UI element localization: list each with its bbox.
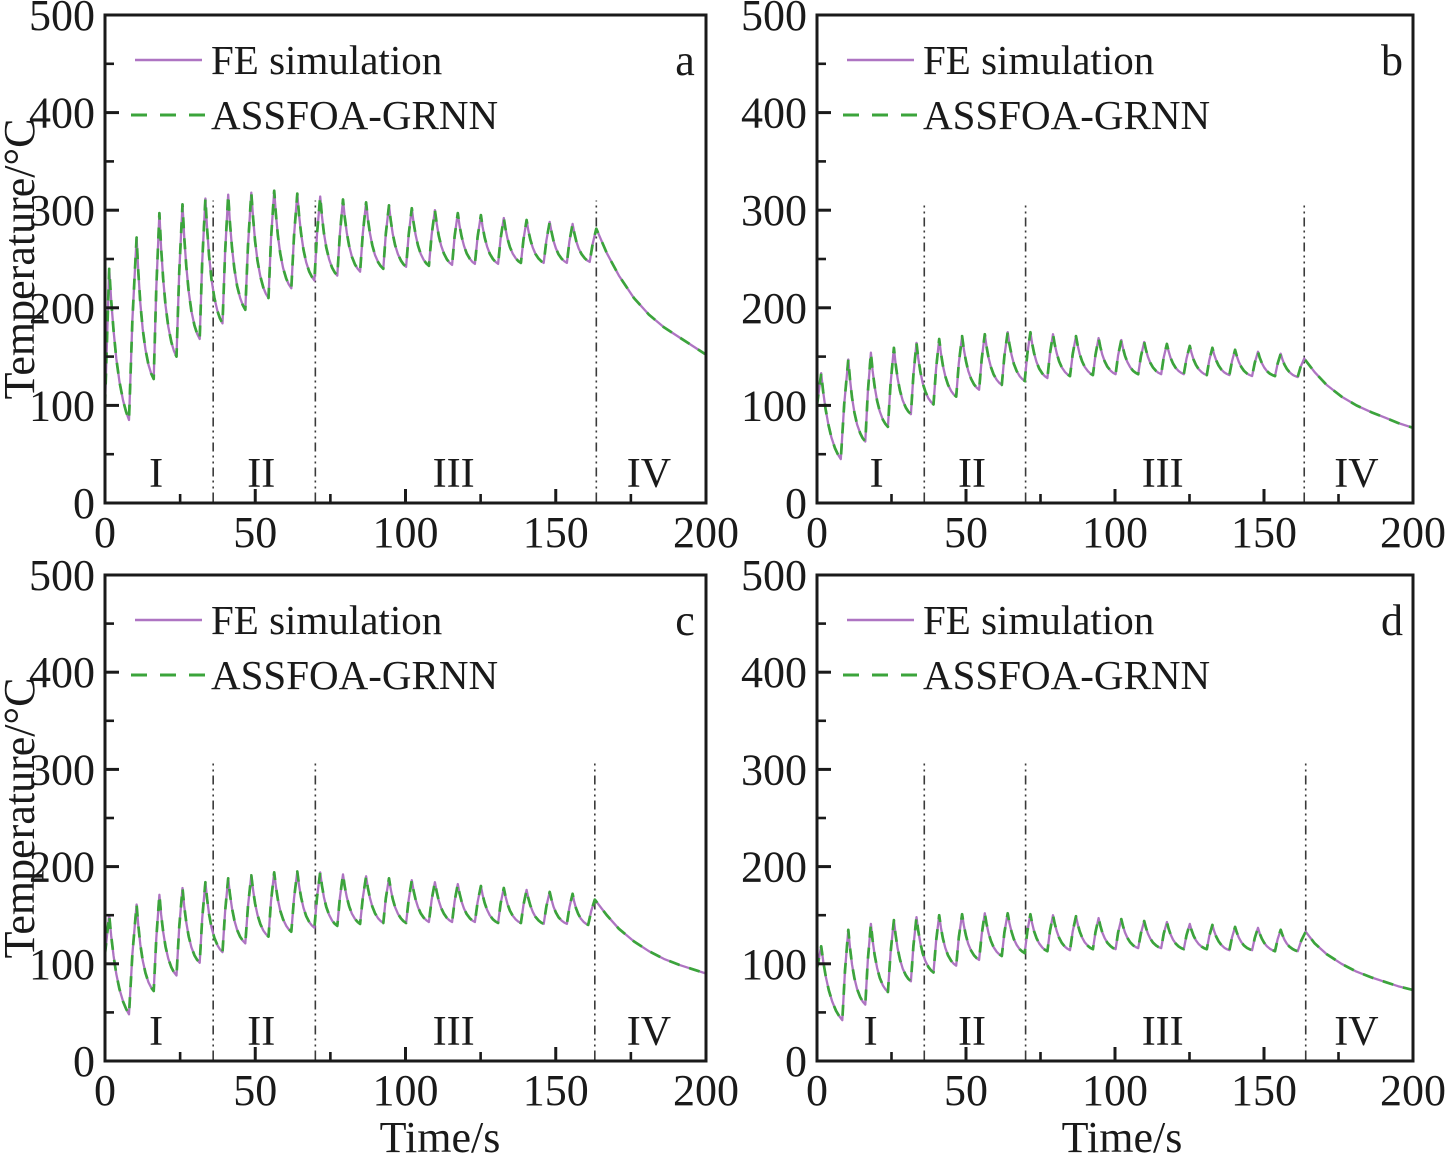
x-tick-label: 100 <box>373 508 439 557</box>
x-tick-label: 0 <box>806 508 828 557</box>
region-label: I <box>149 451 163 497</box>
y-tick-label: 200 <box>29 843 95 892</box>
legend: FE simulation ASSFOA-GRNN <box>131 37 498 138</box>
y-tick-label: 200 <box>29 284 95 333</box>
x-axis-title: Time/s <box>1062 1113 1183 1157</box>
y-tick-label: 200 <box>741 843 807 892</box>
x-tick-label: 0 <box>806 1066 828 1115</box>
x-tick-label: 50 <box>944 508 988 557</box>
region-label: III <box>1142 451 1184 497</box>
y-tick-label: 200 <box>741 284 807 333</box>
y-tick-label: 300 <box>29 745 95 794</box>
region-label: IV <box>1334 451 1378 497</box>
x-tick-label: 100 <box>1082 508 1148 557</box>
y-tick-label: 400 <box>741 89 807 138</box>
region-label: I <box>149 1009 163 1055</box>
legend-label-fe-simulation: FE simulation <box>211 597 442 643</box>
axes-frame <box>815 573 1415 1063</box>
y-tick-label: 400 <box>741 648 807 697</box>
y-tick-label: 500 <box>29 551 95 600</box>
assfoa-grnn-curve <box>815 330 1414 461</box>
legend-label-assfoa-grnn: ASSFOA-GRNN <box>923 92 1210 138</box>
x-tick-label: 0 <box>94 508 116 557</box>
y-tick-label: 300 <box>741 186 807 235</box>
y-tick-label: 500 <box>741 551 807 600</box>
x-tick-label: 200 <box>1380 1066 1446 1115</box>
subplot-letter: c <box>675 596 695 645</box>
y-tick-label: 500 <box>29 0 95 40</box>
region-label: II <box>958 1009 986 1055</box>
region-label: II <box>247 451 275 497</box>
region-label: I <box>870 451 884 497</box>
y-tick-label: 400 <box>29 648 95 697</box>
y-tick-label: 0 <box>785 479 807 528</box>
axes-frame <box>103 13 708 505</box>
subplot-letter: b <box>1381 36 1403 85</box>
y-tick-label: 0 <box>785 1037 807 1086</box>
region-label: II <box>958 451 986 497</box>
region-label: IV <box>1334 1009 1378 1055</box>
x-tick-label: 200 <box>673 1066 739 1115</box>
x-tick-label: 200 <box>1380 508 1446 557</box>
x-tick-label: 150 <box>1231 1066 1297 1115</box>
subplot-c: 0 50 100 150 200 0 100 200 300 400 500 Temperature/… <box>0 551 739 1157</box>
x-tick-label: 200 <box>673 508 739 557</box>
x-tick-label: 0 <box>94 1066 116 1115</box>
axes-frame <box>815 13 1415 505</box>
region-label: IV <box>627 1009 671 1055</box>
y-tick-label: 400 <box>29 89 95 138</box>
legend-label-assfoa-grnn: ASSFOA-GRNN <box>923 652 1210 698</box>
legend-label-assfoa-grnn: ASSFOA-GRNN <box>211 652 498 698</box>
fe-simulation-curve <box>103 870 707 1016</box>
legend-label-fe-simulation: FE simulation <box>923 597 1154 643</box>
region-label: III <box>433 451 475 497</box>
x-tick-label: 50 <box>233 508 277 557</box>
y-tick-label: 100 <box>741 940 807 989</box>
region-label: II <box>247 1009 275 1055</box>
legend: FE simulation ASSFOA-GRNN <box>843 597 1210 698</box>
x-tick-label: 150 <box>523 508 589 557</box>
x-tick-label: 100 <box>1082 1066 1148 1115</box>
y-tick-label: 100 <box>741 381 807 430</box>
fe-simulation-curve <box>815 912 1414 1022</box>
x-tick-label: 150 <box>1231 508 1297 557</box>
assfoa-grnn-curve <box>103 189 707 422</box>
y-tick-label: 300 <box>29 186 95 235</box>
x-tick-label: 50 <box>944 1066 988 1115</box>
fe-simulation-curve <box>815 331 1414 461</box>
y-tick-label: 100 <box>29 381 95 430</box>
y-tick-label: 500 <box>741 0 807 40</box>
fe-simulation-curve <box>103 189 707 422</box>
x-axis-title: Time/s <box>380 1113 501 1157</box>
y-tick-label: 100 <box>29 940 95 989</box>
x-tick-label: 50 <box>233 1066 277 1115</box>
subplot-a: 0 50 100 150 200 0 100 200 300 400 500 Temperature/… <box>0 0 739 557</box>
legend-label-fe-simulation: FE simulation <box>923 37 1154 83</box>
legend: FE simulation ASSFOA-GRNN <box>131 597 498 698</box>
legend-label-assfoa-grnn: ASSFOA-GRNN <box>211 92 498 138</box>
legend-label-fe-simulation: FE simulation <box>211 37 442 83</box>
region-label: III <box>433 1009 475 1055</box>
region-label: IV <box>627 451 671 497</box>
assfoa-grnn-curve <box>815 911 1414 1022</box>
y-axis-title: Temperature/°C <box>0 678 44 959</box>
x-tick-label: 100 <box>373 1066 439 1115</box>
x-tick-label: 150 <box>523 1066 589 1115</box>
subplot-letter: a <box>675 36 695 85</box>
region-label: I <box>864 1009 878 1055</box>
y-axis-title: Temperature/°C <box>0 119 44 400</box>
region-label: III <box>1142 1009 1184 1055</box>
subplot-letter: d <box>1381 596 1403 645</box>
y-tick-label: 0 <box>73 1037 95 1086</box>
y-tick-label: 300 <box>741 745 807 794</box>
legend: FE simulation ASSFOA-GRNN <box>843 37 1210 138</box>
assfoa-grnn-curve <box>103 870 707 1016</box>
y-tick-label: 0 <box>73 479 95 528</box>
axes-frame <box>103 573 708 1063</box>
